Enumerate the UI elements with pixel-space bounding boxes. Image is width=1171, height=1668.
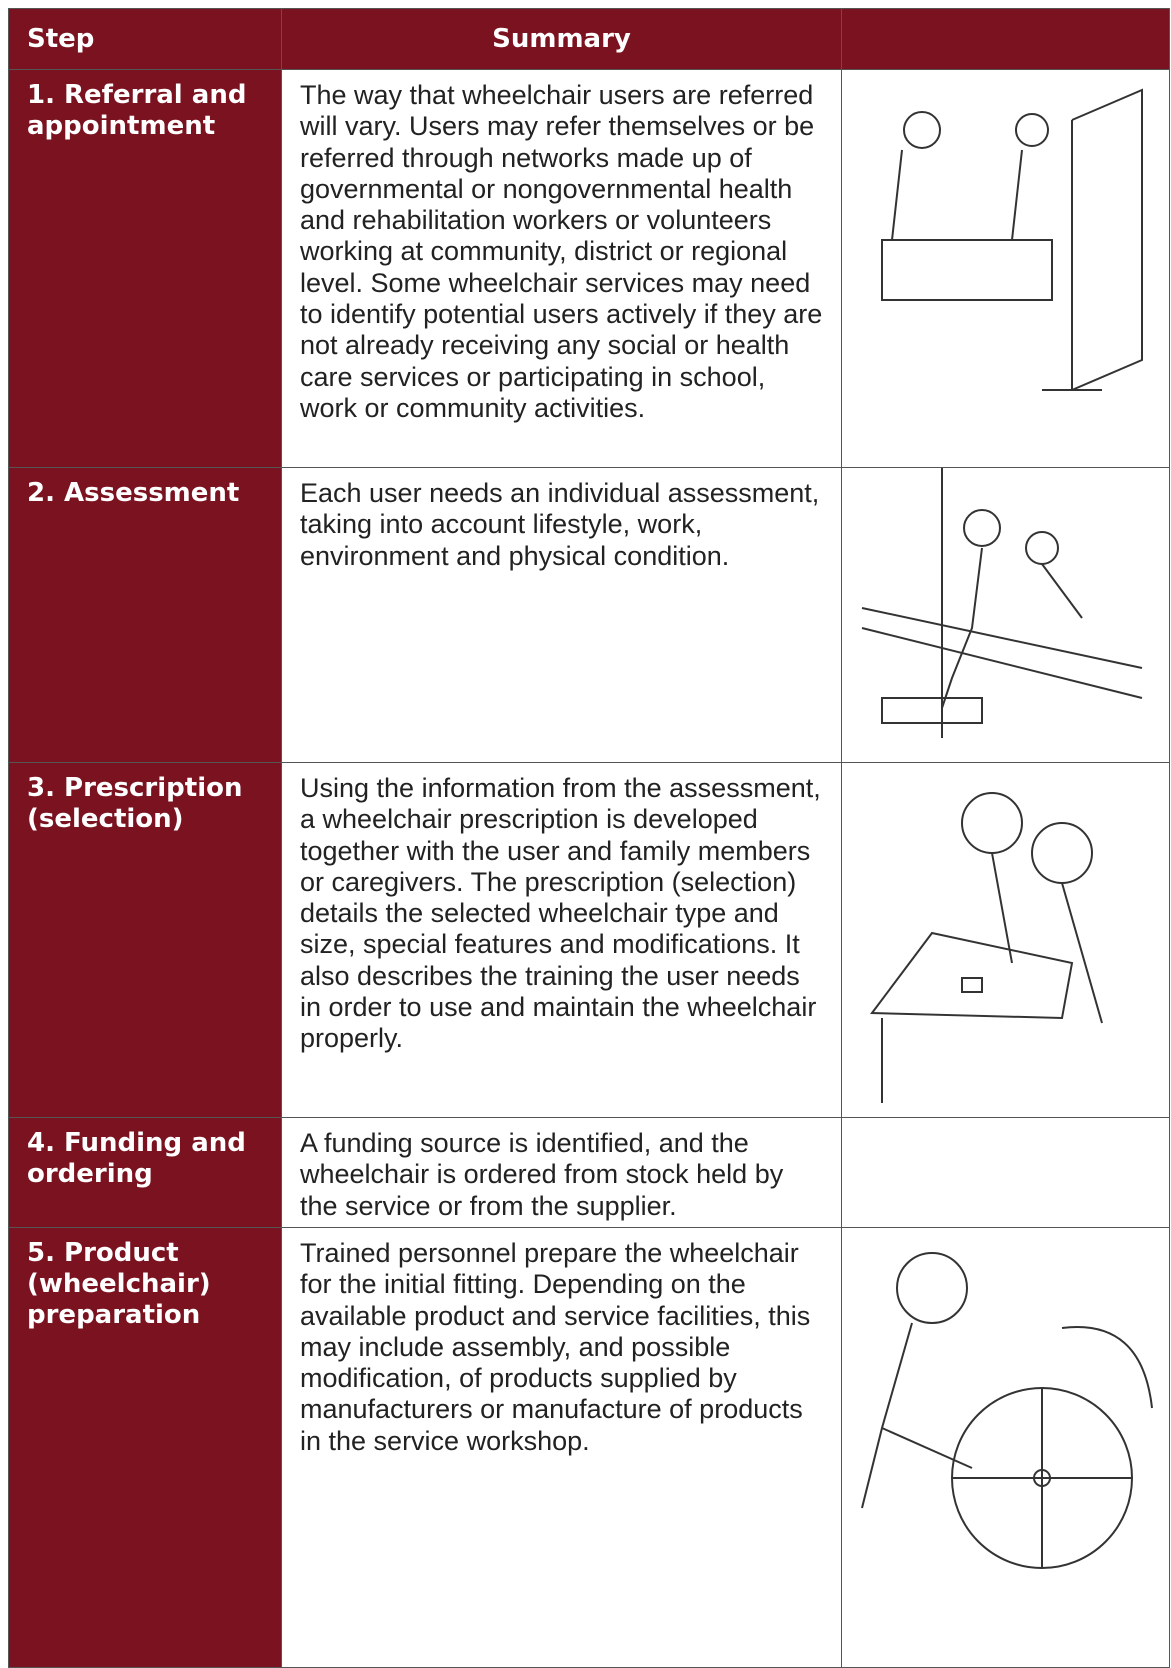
empty-cell — [841, 1117, 1170, 1228]
header-summary: Summary — [281, 8, 842, 70]
row: 2. Assessment Each user needs an individ… — [8, 467, 1170, 763]
row: 3. Prescription (selection) Using the in… — [8, 762, 1170, 1118]
header-empty — [841, 8, 1170, 70]
row: 5. Product (wheelchair) preparation Trai… — [8, 1227, 1170, 1668]
summary: The way that wheelchair users are referr… — [281, 69, 842, 468]
row: 1. Referral and appointment The way that… — [8, 69, 1170, 468]
header-row: Step Summary — [8, 8, 1170, 70]
summary: Using the information from the assessmen… — [281, 762, 842, 1118]
sketch — [861, 1252, 1153, 1569]
summary: A funding source is identified, and the … — [281, 1117, 842, 1228]
step: 3. Prescription (selection) — [8, 762, 282, 1118]
summary: Trained personnel prepare the wheelchair… — [281, 1227, 842, 1668]
illustration — [841, 69, 1170, 468]
illustration — [841, 467, 1170, 763]
step: 4. Funding and ordering — [8, 1117, 282, 1228]
row: 4. Funding and ordering A funding source… — [8, 1117, 1170, 1228]
sketch — [861, 468, 1143, 738]
header-step: Step — [8, 8, 282, 70]
illustration — [841, 762, 1170, 1118]
step: 2. Assessment — [8, 467, 282, 763]
sketch — [881, 88, 1143, 391]
step: 5. Product (wheelchair) preparation — [8, 1227, 282, 1668]
step: 1. Referral and appointment — [8, 69, 282, 468]
summary: Each user needs an individual assessment… — [281, 467, 842, 763]
steps-table: Step Summary 1. Referral and appointment… — [8, 8, 1170, 1668]
sketch — [870, 792, 1103, 1103]
illustration — [841, 1227, 1170, 1668]
